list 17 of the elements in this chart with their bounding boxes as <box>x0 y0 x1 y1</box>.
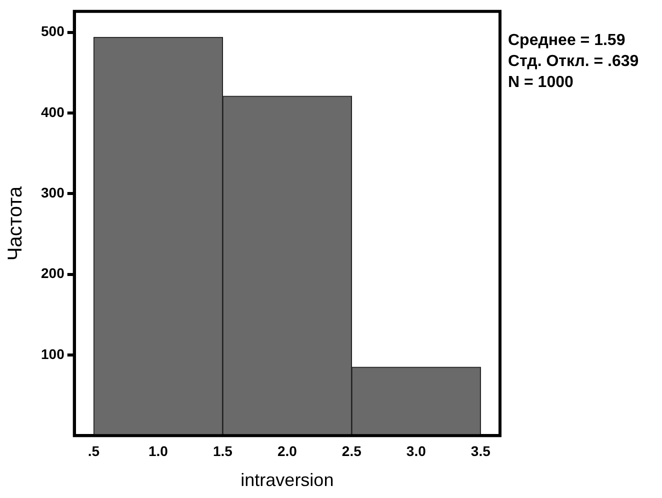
y-tick-label: 400 <box>41 104 65 120</box>
x-tick-label: 2.5 <box>342 442 362 459</box>
text: N = 1000 <box>508 73 574 93</box>
x-axis-title: intraversion <box>240 470 334 490</box>
text: Среднее = 1.59 <box>508 31 626 51</box>
y-tick-label: 300 <box>41 184 65 201</box>
x-tick-label: 1.5 <box>212 442 233 459</box>
y-tick-label: 200 <box>41 265 65 282</box>
x-tick-label: .5 <box>88 442 100 459</box>
text: Стд. Откл. = .639 <box>508 52 639 72</box>
x-tick-label: 3.0 <box>406 442 426 459</box>
y-axis-title: Частота <box>4 186 27 261</box>
y-tick-label: 500 <box>41 23 65 40</box>
x-tick-label: 3.5 <box>470 442 491 459</box>
x-tick-label: 1.0 <box>148 442 168 459</box>
y-tick-label: 100 <box>41 346 65 362</box>
x-tick-label: 2.0 <box>277 442 298 459</box>
